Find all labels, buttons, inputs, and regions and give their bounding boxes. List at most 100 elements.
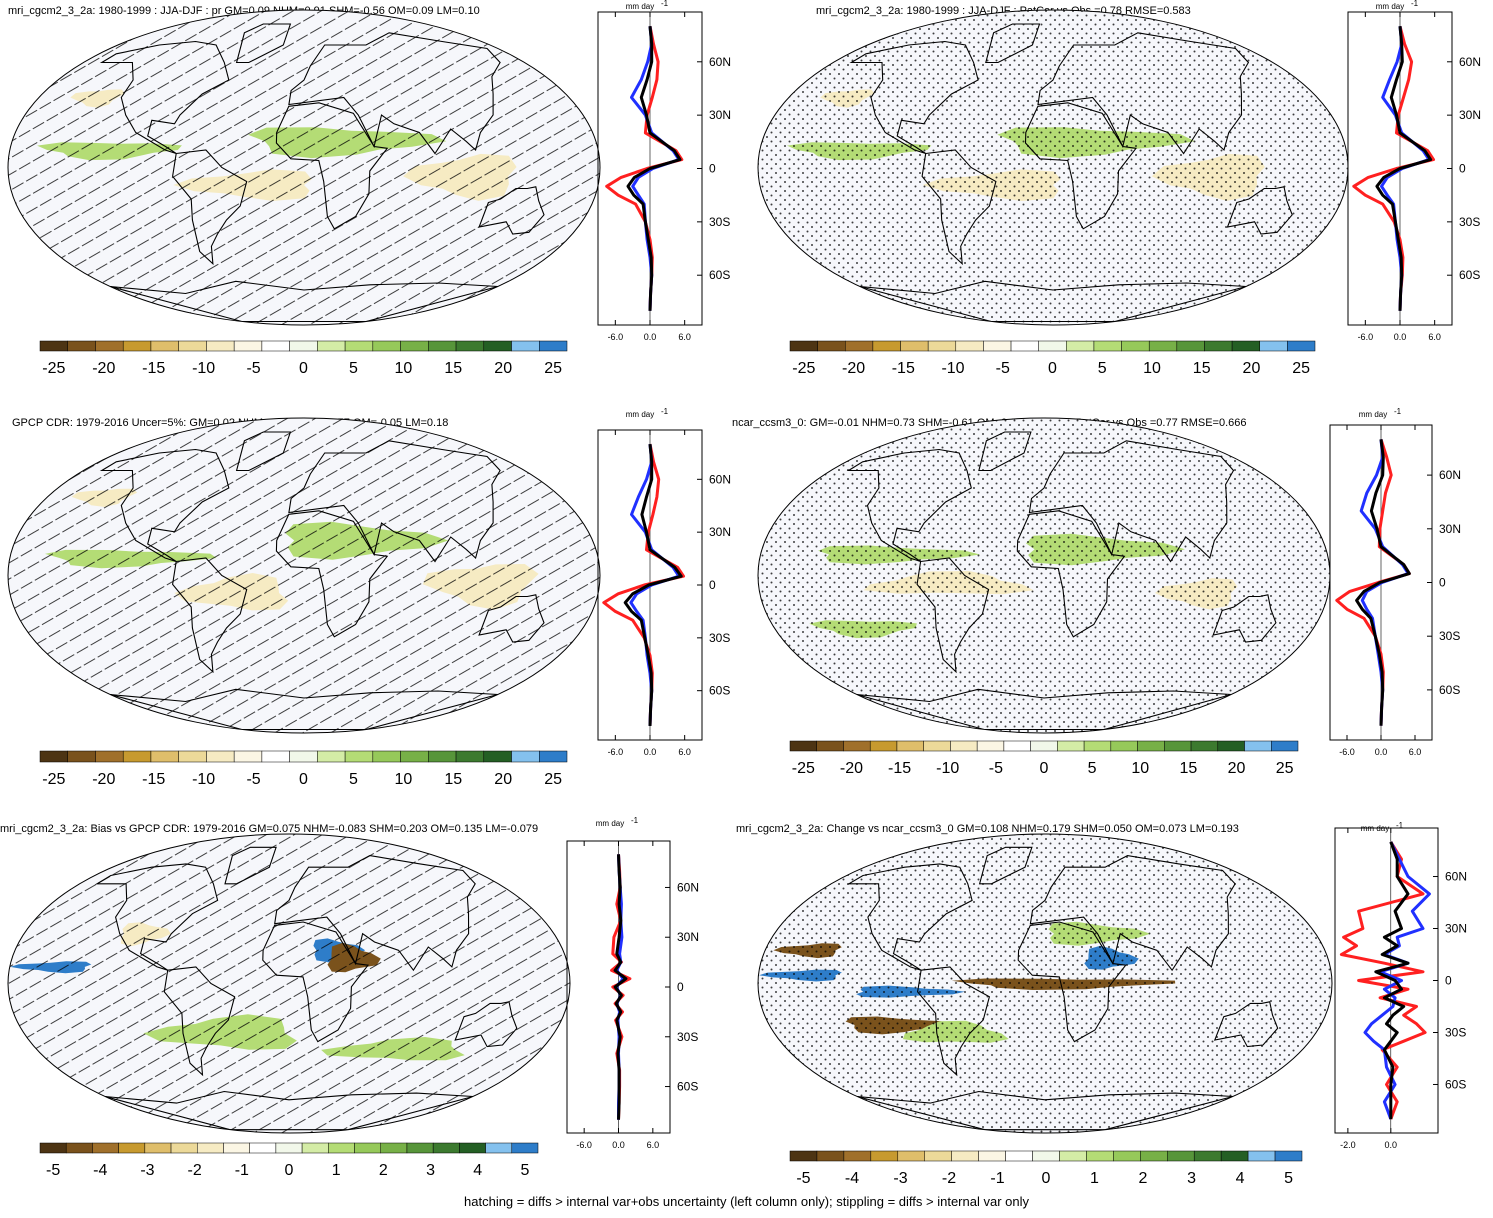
panel-2-lat-tick-2: 30N	[1459, 108, 1481, 122]
panel-1-colorbar-cell-15	[428, 340, 457, 352]
panel-6-colorbar-cell-3	[843, 1150, 872, 1162]
panel-1: mri_cgcm2_3_2a: 1980-1999 : JJA-DJF : pr…	[7, 0, 731, 377]
panel-1-colorbar-tick-3: -15	[142, 360, 165, 377]
panel-2-colorbar-cell-10	[1038, 340, 1067, 352]
panel-6-coast-africa	[1017, 921, 1127, 1043]
panel-1-lat-tick-5: 60S	[709, 268, 730, 282]
panel-3-colorbar-cell-7	[206, 750, 235, 763]
panel-4-x-tick-2: 0.0	[1375, 747, 1388, 757]
panel-6-colorbar-tick-4: -2	[942, 1170, 956, 1187]
panel-1-lat-tick-1: 60N	[709, 55, 731, 69]
panel-3-map-fields	[8, 418, 600, 733]
panel-5-colorbar-cell-15	[406, 1142, 434, 1154]
panel-6-coast-south-america	[917, 966, 991, 1077]
panel-5-colorbar-tick-10: 4	[473, 1162, 482, 1179]
panel-5-lat-tick-3: 0	[677, 980, 684, 994]
panel-5-colorbar-cell-9	[249, 1142, 277, 1154]
panel-3-colorbar-cell-13	[372, 750, 401, 763]
panel-4-colorbar-tick-8: 10	[1131, 760, 1149, 777]
panel-2-colorbar-cell-4	[872, 340, 901, 352]
panel-4: ncar_ccsm3_0: GM=-0.01 NHM=0.73 SHM=-0.6…	[732, 407, 1461, 777]
panel-1-coast-greenland	[235, 23, 292, 64]
panel-2-coast-australia	[1226, 186, 1293, 235]
panel-6-colorbar-tick-9: 3	[1187, 1170, 1196, 1187]
panel-5-map-hatching	[8, 834, 570, 1133]
panel-4-lat-tick-4: 30S	[1439, 629, 1460, 643]
panel-6-zonal-series-1	[1339, 841, 1427, 1120]
figure: mri_cgcm2_3_2a: 1980-1999 : JJA-DJF : pr…	[0, 0, 1481, 1187]
panel-2-coast-eurasia	[1037, 32, 1250, 155]
panel-1-colorbar-tick-1: -25	[42, 360, 65, 377]
panel-3-colorbar-cell-3	[95, 750, 124, 763]
panel-6-colorbar-cell-12	[1086, 1150, 1114, 1162]
panel-3-coast-south-america	[172, 557, 248, 674]
panel-4-x-tick-1: -6.0	[1339, 747, 1355, 757]
panel-2-colorbar-tick-4: -10	[941, 360, 964, 377]
panel-6-coast-eurasia	[1029, 855, 1236, 972]
panel-3-map-border	[7, 417, 601, 734]
panel-3-map-hatching	[8, 418, 600, 733]
panel-3-colorbar-tick-9: 15	[444, 771, 462, 788]
panel-1-colorbar-tick-11: 25	[544, 360, 562, 377]
panel-1-colorbar-cell-14	[400, 340, 429, 352]
panel-3-colorbar-cell-15	[428, 750, 457, 763]
panel-4-colorbar-tick-10: 20	[1228, 760, 1246, 777]
panel-4-colorbar-cell-4	[869, 740, 898, 752]
panel-4-colorbar-cell-16	[1190, 740, 1219, 752]
panel-2-map-stippling	[758, 10, 1348, 325]
panel-4-coast-africa	[1016, 510, 1126, 638]
panel-2-colorbar-cell-15	[1176, 340, 1205, 352]
panel-2-colorbar-cell-12	[1093, 340, 1122, 352]
panel-5-colorbar-tick-3: -3	[140, 1162, 154, 1179]
panel-4-colorbar-cell-17	[1217, 740, 1245, 752]
panel-2-colorbar-cell-13	[1121, 340, 1150, 352]
panel-2-colorbar-tick-7: 5	[1098, 360, 1107, 377]
panel-6-lat-tick-1: 60N	[1445, 870, 1467, 884]
panel-4-coast-australia	[1212, 594, 1277, 643]
panel-4-coast-eurasia	[1028, 440, 1235, 563]
panel-2-map-fields	[758, 10, 1348, 325]
panel-3-x-tick-3: 6.0	[678, 747, 691, 757]
panel-5-colorbar-cell-8	[223, 1142, 250, 1154]
panel-2-coast-africa	[1024, 102, 1138, 230]
panel-2-colorbar-cell-8	[983, 340, 1012, 352]
panel-6-colorbar-cell-8	[978, 1150, 1006, 1162]
panel-3-colorbar-tick-1: -25	[42, 771, 65, 788]
panel-1-colorbar-cell-5	[150, 340, 179, 352]
panel-3-zonal-series-3	[623, 443, 683, 726]
panel-3-colorbar-tick-8: 10	[394, 771, 412, 788]
panel-3-lat-tick-4: 30S	[709, 631, 730, 645]
panel-4-colorbar-tick-3: -15	[888, 760, 911, 777]
panel-2-colorbar-cell-9	[1010, 340, 1039, 352]
panel-2-colorbar-tick-3: -15	[892, 360, 915, 377]
panel-1-colorbar-tick-4: -10	[192, 360, 215, 377]
panel-3-colorbar-cell-1	[39, 750, 68, 763]
panel-2-colorbar-tick-2: -20	[842, 360, 865, 377]
panel-5-coast-north-america	[95, 863, 219, 971]
panel-3-colorbar-tick-2: -20	[92, 771, 115, 788]
panel-5-colorbar-cell-14	[380, 1142, 408, 1154]
panel-4-unit-exponent: -1	[1394, 407, 1402, 416]
panel-6-colorbar-cell-9	[1005, 1150, 1033, 1162]
panel-5-colorbar-cell-12	[328, 1142, 355, 1154]
panel-6-colorbar-cell-14	[1140, 1150, 1168, 1162]
panel-2-x-tick-2: 0.0	[1394, 332, 1407, 342]
panel-3-colorbar-tick-4: -10	[192, 771, 215, 788]
panel-1-coast-south-america	[172, 149, 248, 266]
panel-1-lat-tick-4: 30S	[709, 215, 730, 229]
panel-2-x-tick-1: -6.0	[1358, 332, 1374, 342]
panel-2-colorbar-cell-5	[900, 340, 929, 352]
panel-6-zonal-series-3	[1374, 841, 1410, 1120]
panel-2-unit-label: mm day	[1376, 2, 1404, 11]
panel-6-colorbar-cell-17	[1220, 1150, 1249, 1162]
panel-2-colorbar-cell-1	[789, 340, 818, 352]
panel-2-colorbar-cell-2	[817, 340, 846, 352]
panel-1-colorbar-cell-6	[178, 340, 207, 352]
panel-5-colorbar-cell-11	[301, 1142, 329, 1154]
panel-6-unit-label: mm day	[1361, 824, 1389, 833]
panel-3-lat-tick-5: 60S	[709, 684, 730, 698]
panel-4-colorbar-cell-5	[896, 740, 924, 752]
panel-1-x-tick-3: 6.0	[678, 332, 691, 342]
panel-5-zonal-series-3	[613, 854, 628, 1120]
panel-1-colorbar-cell-19	[539, 340, 568, 352]
